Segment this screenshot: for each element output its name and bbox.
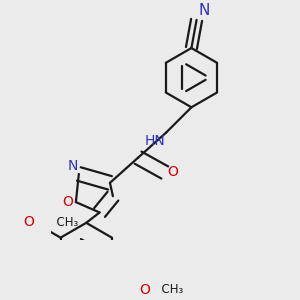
Text: CH₃: CH₃ xyxy=(34,216,78,229)
Text: O: O xyxy=(23,215,34,229)
Text: CH₃: CH₃ xyxy=(139,284,183,296)
Text: O: O xyxy=(62,195,73,209)
Text: O: O xyxy=(139,284,150,297)
Text: N: N xyxy=(67,159,77,173)
Text: N: N xyxy=(199,3,210,18)
Text: O: O xyxy=(167,166,178,179)
Text: HN: HN xyxy=(144,134,165,148)
